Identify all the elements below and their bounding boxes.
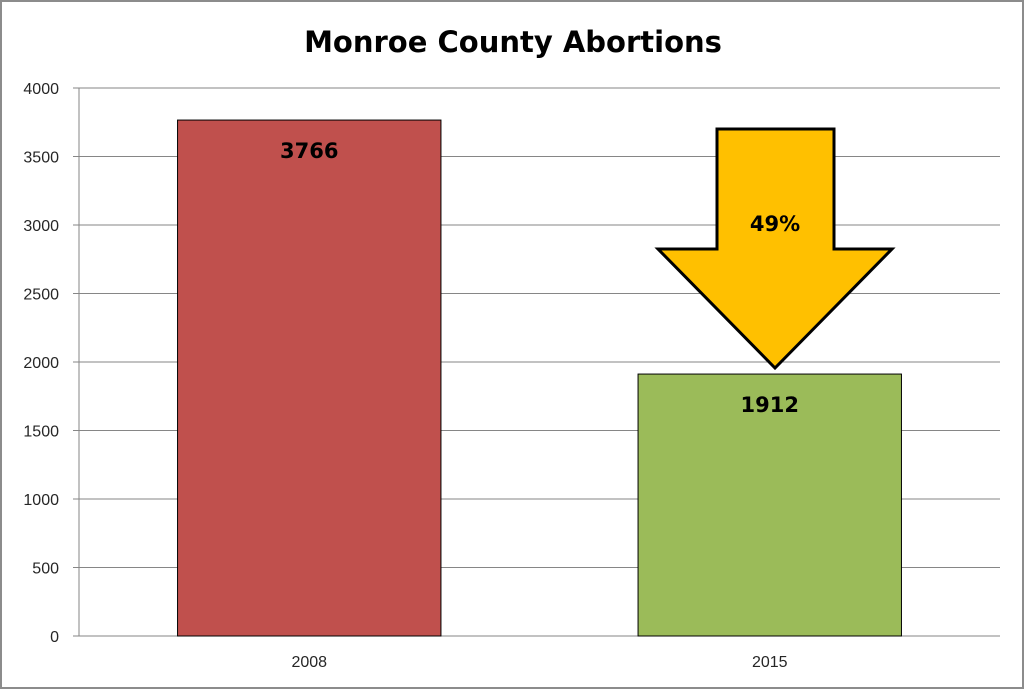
y-tick-label: 3500 [23,150,59,167]
bars [177,119,902,637]
y-tick-label: 1500 [23,424,59,441]
y-tick-label: 4000 [23,81,59,98]
x-axis-ticks: 2008 2015 [291,654,787,671]
down-arrow-annotation [654,127,896,371]
bar-2015 [637,373,902,637]
bar-2008 [177,119,442,637]
data-labels: 3766 1912 [280,139,799,417]
y-tick-label: 0 [50,629,59,646]
y-tick-label: 2000 [23,355,59,372]
y-tick-label: 500 [32,561,59,578]
y-tick-label: 2500 [23,287,59,304]
arrow-percent-label: 49% [750,212,800,236]
chart-title: Monroe County Abortions [304,25,722,59]
data-label-2008: 3766 [280,139,338,163]
y-tick-label: 3000 [23,218,59,235]
y-axis-ticks: 0 500 1000 1500 2000 2500 3000 3500 4000 [23,81,79,646]
data-label-2015: 1912 [741,393,799,417]
x-tick-label: 2008 [291,654,327,671]
x-tick-label: 2015 [752,654,788,671]
y-tick-label: 1000 [23,492,59,509]
